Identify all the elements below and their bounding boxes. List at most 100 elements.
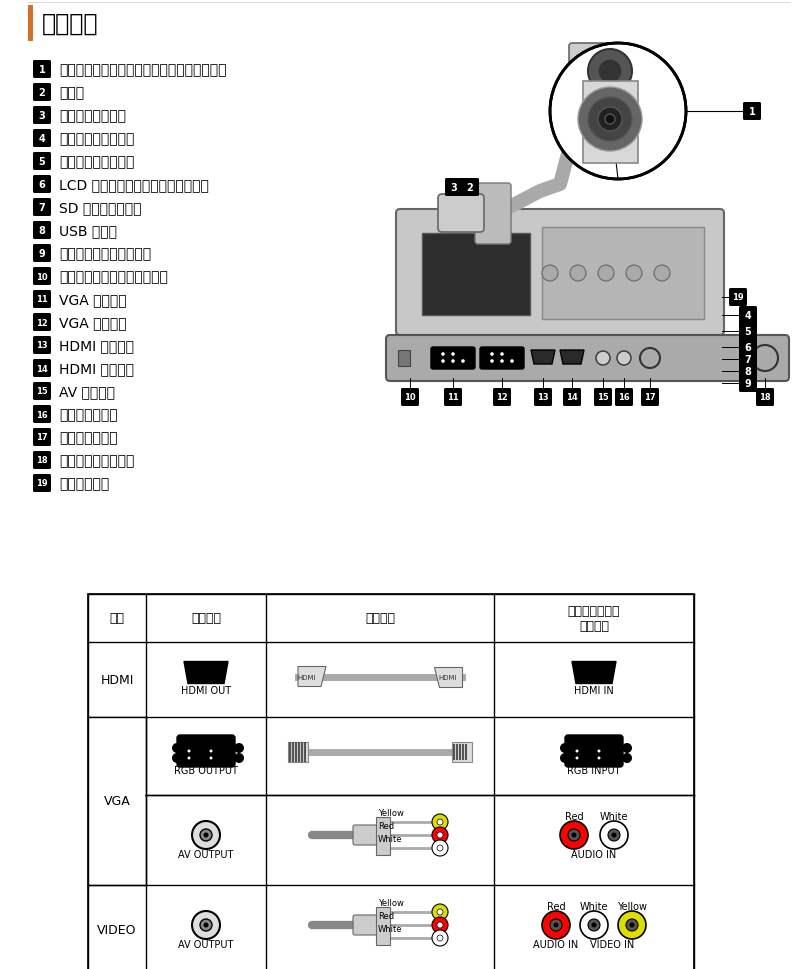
Text: カメラレンズ／カメラローテーションリング: カメラレンズ／カメラローテーションリング bbox=[59, 63, 226, 77]
Circle shape bbox=[575, 757, 578, 760]
Circle shape bbox=[437, 909, 443, 915]
Circle shape bbox=[500, 353, 504, 357]
Text: 出力端子: 出力端子 bbox=[191, 611, 221, 625]
Text: USB ポート: USB ポート bbox=[59, 224, 117, 237]
Circle shape bbox=[640, 349, 660, 368]
Text: 17: 17 bbox=[36, 433, 48, 442]
Circle shape bbox=[598, 266, 614, 282]
Text: 13: 13 bbox=[36, 341, 48, 350]
Text: 19: 19 bbox=[36, 479, 48, 488]
Text: White: White bbox=[580, 901, 608, 911]
Text: 12: 12 bbox=[36, 318, 48, 328]
Text: 9: 9 bbox=[745, 379, 751, 389]
FancyBboxPatch shape bbox=[756, 389, 774, 407]
FancyBboxPatch shape bbox=[641, 389, 659, 407]
Circle shape bbox=[490, 359, 494, 363]
FancyBboxPatch shape bbox=[438, 195, 484, 233]
Text: 3: 3 bbox=[450, 183, 458, 193]
Circle shape bbox=[187, 757, 190, 760]
Text: HDMI IN: HDMI IN bbox=[574, 685, 614, 695]
Circle shape bbox=[542, 266, 558, 282]
Circle shape bbox=[580, 911, 608, 939]
Circle shape bbox=[192, 911, 220, 939]
Text: 7: 7 bbox=[38, 203, 46, 213]
Text: 11: 11 bbox=[447, 393, 459, 402]
FancyBboxPatch shape bbox=[739, 306, 757, 325]
Circle shape bbox=[550, 919, 562, 931]
Circle shape bbox=[192, 821, 220, 849]
Bar bbox=[398, 351, 410, 366]
Circle shape bbox=[437, 922, 443, 928]
Text: VGA 出力端子: VGA 出力端子 bbox=[59, 316, 126, 329]
Polygon shape bbox=[298, 667, 326, 687]
FancyBboxPatch shape bbox=[33, 383, 51, 400]
Circle shape bbox=[622, 743, 632, 753]
FancyBboxPatch shape bbox=[563, 389, 581, 407]
Text: 1: 1 bbox=[749, 107, 755, 117]
Bar bbox=[422, 234, 530, 316]
Text: 13: 13 bbox=[537, 393, 549, 402]
Circle shape bbox=[560, 743, 570, 753]
Text: 12: 12 bbox=[496, 393, 508, 402]
Text: Red: Red bbox=[565, 811, 583, 821]
Polygon shape bbox=[560, 351, 584, 364]
FancyBboxPatch shape bbox=[33, 199, 51, 217]
Text: テレビシステムスイッチ: テレビシステムスイッチ bbox=[59, 247, 151, 261]
Text: 10: 10 bbox=[404, 393, 416, 402]
Text: ランプ電源ボタン: ランプ電源ボタン bbox=[59, 109, 126, 123]
Circle shape bbox=[510, 359, 514, 363]
Circle shape bbox=[626, 266, 642, 282]
Text: HDMI: HDMI bbox=[438, 673, 458, 680]
Text: 5: 5 bbox=[38, 157, 46, 167]
FancyBboxPatch shape bbox=[739, 338, 757, 357]
Circle shape bbox=[560, 821, 588, 849]
Text: 4: 4 bbox=[745, 311, 751, 321]
FancyBboxPatch shape bbox=[569, 44, 611, 95]
FancyBboxPatch shape bbox=[177, 735, 235, 767]
Circle shape bbox=[432, 917, 448, 933]
Circle shape bbox=[234, 743, 244, 753]
Text: 15: 15 bbox=[36, 387, 48, 396]
Polygon shape bbox=[572, 662, 616, 684]
Text: Yellow: Yellow bbox=[617, 901, 647, 911]
Text: 5: 5 bbox=[745, 327, 751, 336]
FancyBboxPatch shape bbox=[33, 222, 51, 239]
Circle shape bbox=[437, 832, 443, 838]
FancyBboxPatch shape bbox=[33, 428, 51, 447]
FancyBboxPatch shape bbox=[445, 179, 463, 197]
FancyBboxPatch shape bbox=[33, 175, 51, 194]
Circle shape bbox=[432, 840, 448, 857]
FancyBboxPatch shape bbox=[565, 735, 623, 767]
Circle shape bbox=[591, 922, 597, 927]
Polygon shape bbox=[184, 662, 228, 684]
Circle shape bbox=[442, 353, 445, 357]
Text: 10: 10 bbox=[36, 272, 48, 281]
FancyBboxPatch shape bbox=[33, 245, 51, 263]
FancyBboxPatch shape bbox=[431, 348, 475, 369]
Circle shape bbox=[432, 904, 448, 920]
Circle shape bbox=[570, 266, 586, 282]
Circle shape bbox=[172, 743, 182, 753]
Circle shape bbox=[451, 353, 454, 357]
FancyBboxPatch shape bbox=[739, 323, 757, 341]
FancyBboxPatch shape bbox=[739, 362, 757, 381]
Text: White: White bbox=[378, 924, 402, 933]
Text: 19: 19 bbox=[732, 294, 744, 302]
FancyBboxPatch shape bbox=[480, 348, 524, 369]
Circle shape bbox=[451, 359, 454, 363]
FancyBboxPatch shape bbox=[33, 61, 51, 78]
Text: 7: 7 bbox=[745, 355, 751, 364]
Circle shape bbox=[611, 832, 617, 837]
FancyBboxPatch shape bbox=[386, 335, 789, 382]
Text: マイク入力端子: マイク入力端子 bbox=[59, 408, 118, 422]
Circle shape bbox=[542, 911, 570, 939]
Circle shape bbox=[187, 750, 190, 753]
Circle shape bbox=[596, 352, 610, 365]
FancyBboxPatch shape bbox=[534, 389, 552, 407]
Bar bbox=[28, 6, 33, 42]
FancyBboxPatch shape bbox=[353, 915, 379, 935]
Circle shape bbox=[490, 353, 494, 357]
Circle shape bbox=[200, 919, 212, 931]
Text: Red: Red bbox=[378, 822, 394, 830]
FancyBboxPatch shape bbox=[33, 452, 51, 470]
